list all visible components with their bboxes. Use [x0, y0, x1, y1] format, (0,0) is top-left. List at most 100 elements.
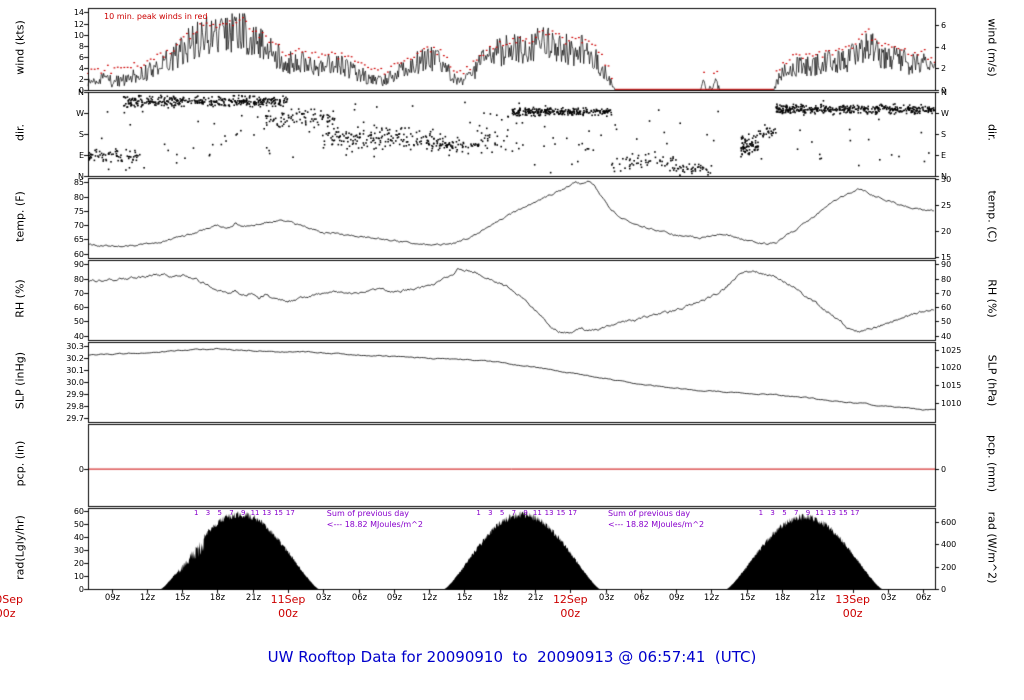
- rad-hour-label: 15: [274, 509, 284, 517]
- date-label: 10Sep: [0, 593, 24, 606]
- rad-hour-label: 5: [217, 509, 222, 517]
- figure-title: UW Rooftop Data for 20090910 to 20090913…: [267, 648, 757, 666]
- ytick-left-rad: 30: [73, 545, 84, 555]
- ytick-left-slp: 29.8: [66, 401, 84, 411]
- rad-hour-label: 9: [523, 509, 528, 517]
- ytick-left-wind: 0: [78, 85, 84, 95]
- x-tick-label: 21z: [527, 593, 544, 603]
- ytick-right-slp: 1015: [941, 380, 962, 390]
- rad-hour-label: 13: [544, 509, 554, 517]
- x-tick-label: 15z: [739, 593, 756, 603]
- ytick-right-rh: 80: [941, 274, 952, 284]
- ytick-right-dir: N: [941, 171, 947, 181]
- date-label-z: 00z: [0, 607, 16, 620]
- ytick-left-dir: E: [78, 150, 84, 160]
- date-label-z: 00z: [560, 607, 581, 620]
- rad-annotation-value: <--- 18.82 MJoules/m^2: [607, 520, 705, 529]
- date-label: 12Sep: [552, 593, 588, 606]
- ytick-right-wind: 4: [941, 42, 947, 52]
- rad-hour-label: 17: [850, 509, 860, 517]
- ytick-left-slp: 30.2: [66, 353, 84, 363]
- ytick-left-rh: 60: [73, 302, 84, 312]
- rad-hour-label: 13: [827, 509, 836, 517]
- ytick-right-wind: 2: [941, 63, 947, 73]
- ytick-left-rad: 20: [73, 558, 84, 568]
- ytick-right-wind: 0: [941, 85, 947, 95]
- x-tick-label: 12z: [703, 593, 720, 603]
- ytick-right-rh: 90: [941, 259, 952, 269]
- x-tick-label: 09z: [668, 593, 685, 603]
- ytick-left-dir: N: [78, 171, 84, 181]
- ytick-left-rad: 50: [73, 519, 84, 529]
- x-tick-label: 18z: [492, 593, 509, 603]
- ytick-right-dir: S: [941, 129, 947, 139]
- ytick-right-dir: E: [941, 150, 947, 160]
- rad-hour-label: 3: [205, 509, 211, 517]
- x-tick-label: 03z: [880, 593, 897, 603]
- ytick-left-rad: 60: [73, 506, 84, 516]
- y-axis-label-rad-right: rad (W/m^2): [985, 511, 999, 583]
- ytick-left-rad: 40: [73, 532, 84, 542]
- ytick-right-rh: 70: [941, 288, 952, 298]
- ytick-left-dir: N: [78, 87, 84, 97]
- x-tick-label: 15z: [174, 593, 191, 603]
- ytick-left-slp: 29.7: [66, 413, 84, 423]
- date-label-z: 00z: [842, 607, 863, 620]
- x-tick-label: 21z: [245, 593, 262, 603]
- ytick-left-rh: 70: [73, 288, 84, 298]
- rad-hour-label: 11: [250, 509, 260, 517]
- ytick-left-wind: 10: [73, 30, 84, 40]
- ytick-right-slp: 1025: [941, 345, 962, 355]
- ytick-left-rad: 10: [73, 571, 84, 581]
- rad-hour-label: 3: [488, 509, 493, 517]
- rad-hour-label: 17: [568, 509, 578, 517]
- ytick-left-wind: 12: [73, 19, 84, 29]
- x-tick-label: 18z: [774, 593, 791, 603]
- ytick-left-rad: 0: [78, 584, 84, 594]
- rad-annotation-title: Sum of previous day: [607, 509, 691, 518]
- x-tick-label: 03z: [315, 593, 332, 603]
- ytick-left-rh: 90: [73, 259, 84, 269]
- x-tick-label: 12z: [421, 593, 438, 603]
- rad-hour-label: 11: [815, 509, 825, 517]
- ytick-left-pcp: 0: [78, 464, 84, 474]
- rad-hour-label: 15: [838, 509, 848, 517]
- ytick-left-wind: 2: [78, 74, 84, 84]
- ytick-right-rad: 600: [941, 517, 957, 527]
- ytick-left-temp: 70: [73, 220, 84, 230]
- x-tick-label: 09z: [104, 593, 121, 603]
- rad-hour-label: 15: [556, 509, 566, 517]
- ytick-right-slp: 1020: [941, 362, 962, 372]
- ytick-left-wind: 4: [78, 63, 84, 73]
- rad-hour-label: 7: [793, 509, 799, 517]
- ytick-left-slp: 30.1: [66, 365, 84, 375]
- x-tick-label: 15z: [456, 593, 473, 603]
- ytick-left-temp: 65: [73, 234, 84, 244]
- rad-hour-label: 11: [532, 509, 542, 517]
- ytick-right-pcp: 0: [941, 464, 947, 474]
- ytick-right-rh: 50: [941, 316, 952, 326]
- ytick-left-rh: 50: [73, 316, 84, 326]
- x-tick-label: 21z: [809, 593, 826, 603]
- rad-hour-label: 1: [193, 509, 199, 517]
- date-label-z: 00z: [278, 607, 298, 620]
- ytick-right-temp: 20: [941, 226, 952, 236]
- ytick-left-temp: 60: [73, 249, 84, 259]
- ytick-right-rad: 0: [941, 584, 947, 594]
- rad-annotation-value: <--- 18.82 MJoules/m^2: [326, 520, 423, 529]
- ytick-right-slp: 1010: [941, 398, 962, 408]
- wind-peak-annotation: 10 min. peak winds in red: [104, 12, 208, 21]
- rad-hour-label: 5: [499, 509, 505, 517]
- ytick-left-slp: 29.9: [66, 389, 84, 399]
- ytick-right-rh: 40: [941, 331, 952, 341]
- rad-hour-label: 5: [782, 509, 787, 517]
- ytick-right-rad: 400: [941, 539, 957, 549]
- rad-annotation-title: Sum of previous day: [326, 509, 409, 518]
- ytick-right-temp: 15: [941, 252, 952, 262]
- x-tick-label: 09z: [386, 593, 403, 603]
- rad-hour-label: 3: [770, 509, 775, 517]
- ytick-right-dir: W: [941, 108, 949, 118]
- ytick-left-dir: S: [78, 129, 84, 139]
- date-label: 11Sep: [270, 593, 306, 606]
